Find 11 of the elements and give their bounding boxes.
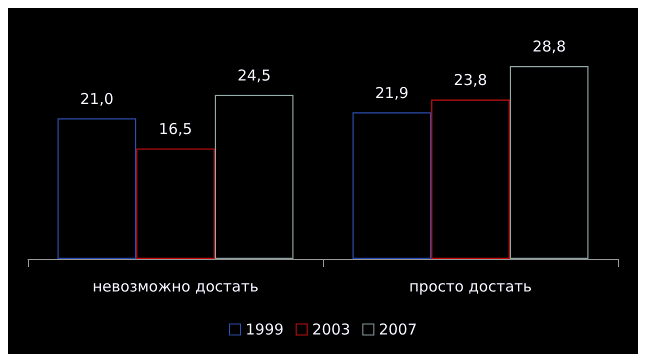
legend-label: 2007 — [378, 320, 418, 338]
legend-label: 1999 — [245, 320, 284, 338]
x-tick-label: просто достать — [409, 278, 532, 296]
x-tick-label: невозможно достать — [92, 278, 259, 296]
data-label: 16,5 — [158, 120, 192, 138]
data-label: 24,5 — [237, 66, 271, 84]
data-label: 21,0 — [80, 90, 114, 108]
data-label: 28,8 — [532, 38, 566, 56]
data-label: 21,9 — [375, 84, 409, 102]
data-label: 23,8 — [454, 71, 488, 90]
legend-label: 2003 — [312, 320, 350, 338]
